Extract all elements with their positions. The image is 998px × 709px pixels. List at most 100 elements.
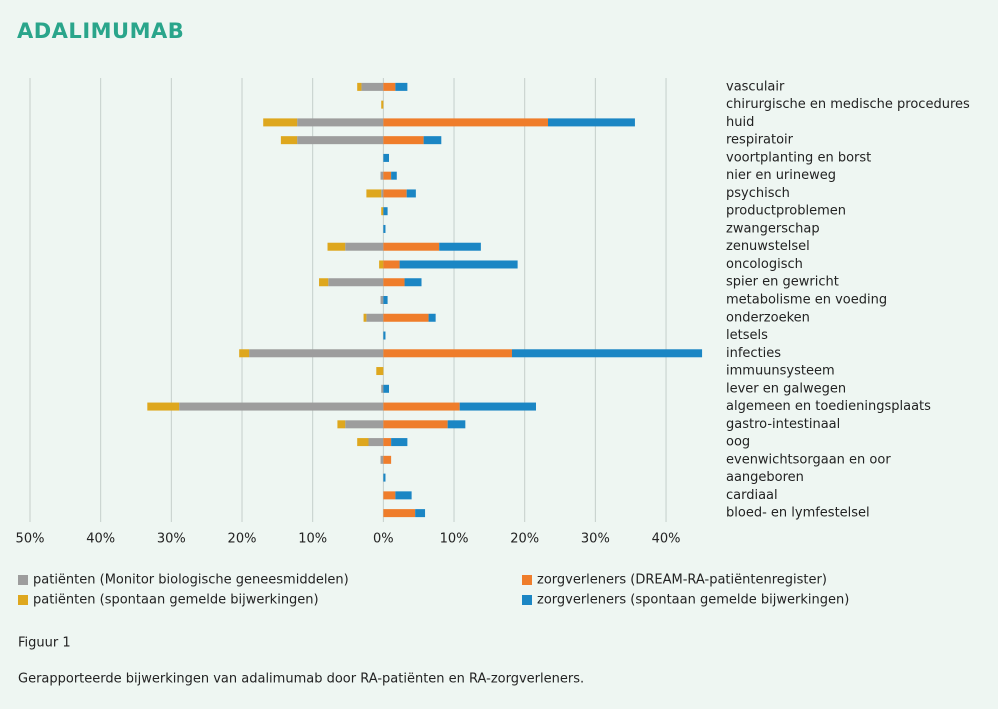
bar-segment — [383, 402, 460, 411]
category-label: voortplanting en borst — [726, 150, 871, 165]
category-label: cardiaal — [726, 488, 778, 503]
bar-segment — [363, 313, 367, 322]
bar-segment — [511, 349, 703, 358]
bar-segment — [383, 438, 392, 447]
bar-segment — [280, 136, 298, 145]
bar-segment — [404, 278, 422, 287]
bar-segment — [383, 224, 386, 233]
bar-segment — [383, 242, 440, 251]
bar-segment — [328, 278, 384, 287]
bar-segment — [379, 260, 384, 269]
bar-segment — [383, 171, 392, 180]
legend-swatch — [522, 595, 532, 605]
category-label: psychisch — [726, 186, 790, 201]
bar-segment — [381, 207, 384, 216]
x-tick-label: 10% — [440, 532, 469, 547]
bar-segment — [395, 82, 408, 91]
category-label: oog — [726, 435, 750, 450]
bar-segment — [357, 82, 362, 91]
bar-segment — [383, 296, 388, 304]
bar-segment — [380, 455, 384, 464]
bar-segment — [366, 313, 384, 322]
bar-segment — [399, 260, 518, 269]
category-label: immuunsysteem — [726, 364, 835, 379]
bar-segment — [376, 367, 384, 376]
bar-segment — [263, 118, 298, 127]
bar-segment — [383, 136, 424, 145]
bar-segment — [383, 455, 392, 464]
bar-segment — [395, 491, 412, 500]
category-label: aangeboren — [726, 470, 804, 485]
category-label: algemeen en toedieningsplaats — [726, 399, 931, 414]
bar-segment — [383, 82, 396, 91]
category-label: zenuwstelsel — [726, 239, 810, 254]
bar-segment — [391, 171, 397, 180]
bar-segment — [383, 189, 407, 198]
bar-segment — [459, 402, 536, 411]
bar-segment — [147, 402, 180, 411]
bar-segment — [381, 100, 384, 109]
category-label: chirurgische en medische procedures — [726, 97, 970, 112]
x-tick-label: 40% — [652, 532, 681, 547]
bar-segment — [383, 331, 386, 340]
bar-segment — [415, 509, 426, 518]
x-tick-label: 30% — [157, 532, 186, 547]
x-tick-label: 20% — [228, 532, 257, 547]
bar-segment — [380, 171, 384, 180]
bar-segment — [548, 118, 635, 127]
bar-segment — [383, 349, 512, 358]
bar-segment — [380, 296, 384, 304]
category-label: lever en galwegen — [726, 381, 846, 396]
legend-swatch — [522, 575, 532, 585]
figure-label: Figuur 1 — [18, 636, 71, 651]
bar-segment — [327, 242, 346, 251]
bar-segment — [345, 242, 384, 251]
category-label: letsels — [726, 328, 768, 343]
bar-segment — [345, 420, 384, 429]
bar-segment — [383, 260, 400, 269]
bar-segment — [297, 118, 384, 127]
bar-segment — [337, 420, 346, 429]
bar-segment — [357, 438, 369, 447]
category-label: infecties — [726, 346, 781, 361]
bar-segment — [383, 118, 549, 127]
bar-segment — [383, 278, 405, 287]
bar-segment — [297, 136, 384, 145]
x-tick-label: 0% — [373, 532, 394, 547]
category-label: productproblemen — [726, 204, 846, 219]
figure-caption: Gerapporteerde bijwerkingen van adalimum… — [18, 672, 584, 687]
category-label: huid — [726, 115, 754, 130]
chart-title: ADALIMUMAB — [17, 19, 184, 43]
bar-segment — [383, 473, 386, 482]
category-label: evenwichtsorgaan en oor — [726, 452, 891, 467]
x-tick-label: 30% — [581, 532, 610, 547]
legend-label: zorgverleners (spontaan gemelde bijwerki… — [537, 593, 849, 608]
bar-segment — [406, 189, 416, 198]
legend-swatch — [18, 595, 28, 605]
legend-label: patiënten (Monitor biologische geneesmid… — [33, 573, 349, 588]
bar-segment — [368, 438, 384, 447]
category-label: vasculair — [726, 79, 785, 94]
category-label: gastro-intestinaal — [726, 417, 840, 432]
x-tick-label: 50% — [16, 532, 45, 547]
bar-segment — [366, 189, 382, 198]
bar-segment — [383, 153, 390, 162]
category-label: respiratoir — [726, 133, 794, 148]
bar-segment — [319, 278, 329, 287]
bar-segment — [381, 189, 384, 198]
bar-segment — [428, 313, 436, 322]
category-label: oncologisch — [726, 257, 803, 272]
bar-segment — [447, 420, 466, 429]
bar-segment — [383, 509, 416, 518]
bar-segment — [361, 82, 384, 91]
bar-segment — [383, 313, 429, 322]
bar-segment — [383, 207, 388, 216]
bar-segment — [439, 242, 481, 251]
bar-segment — [249, 349, 384, 358]
x-tick-label: 40% — [86, 532, 115, 547]
bar-segment — [179, 402, 384, 411]
legend-swatch — [18, 575, 28, 585]
x-tick-label: 20% — [510, 532, 539, 547]
bar-segment — [391, 438, 408, 447]
category-label: onderzoeken — [726, 310, 810, 325]
